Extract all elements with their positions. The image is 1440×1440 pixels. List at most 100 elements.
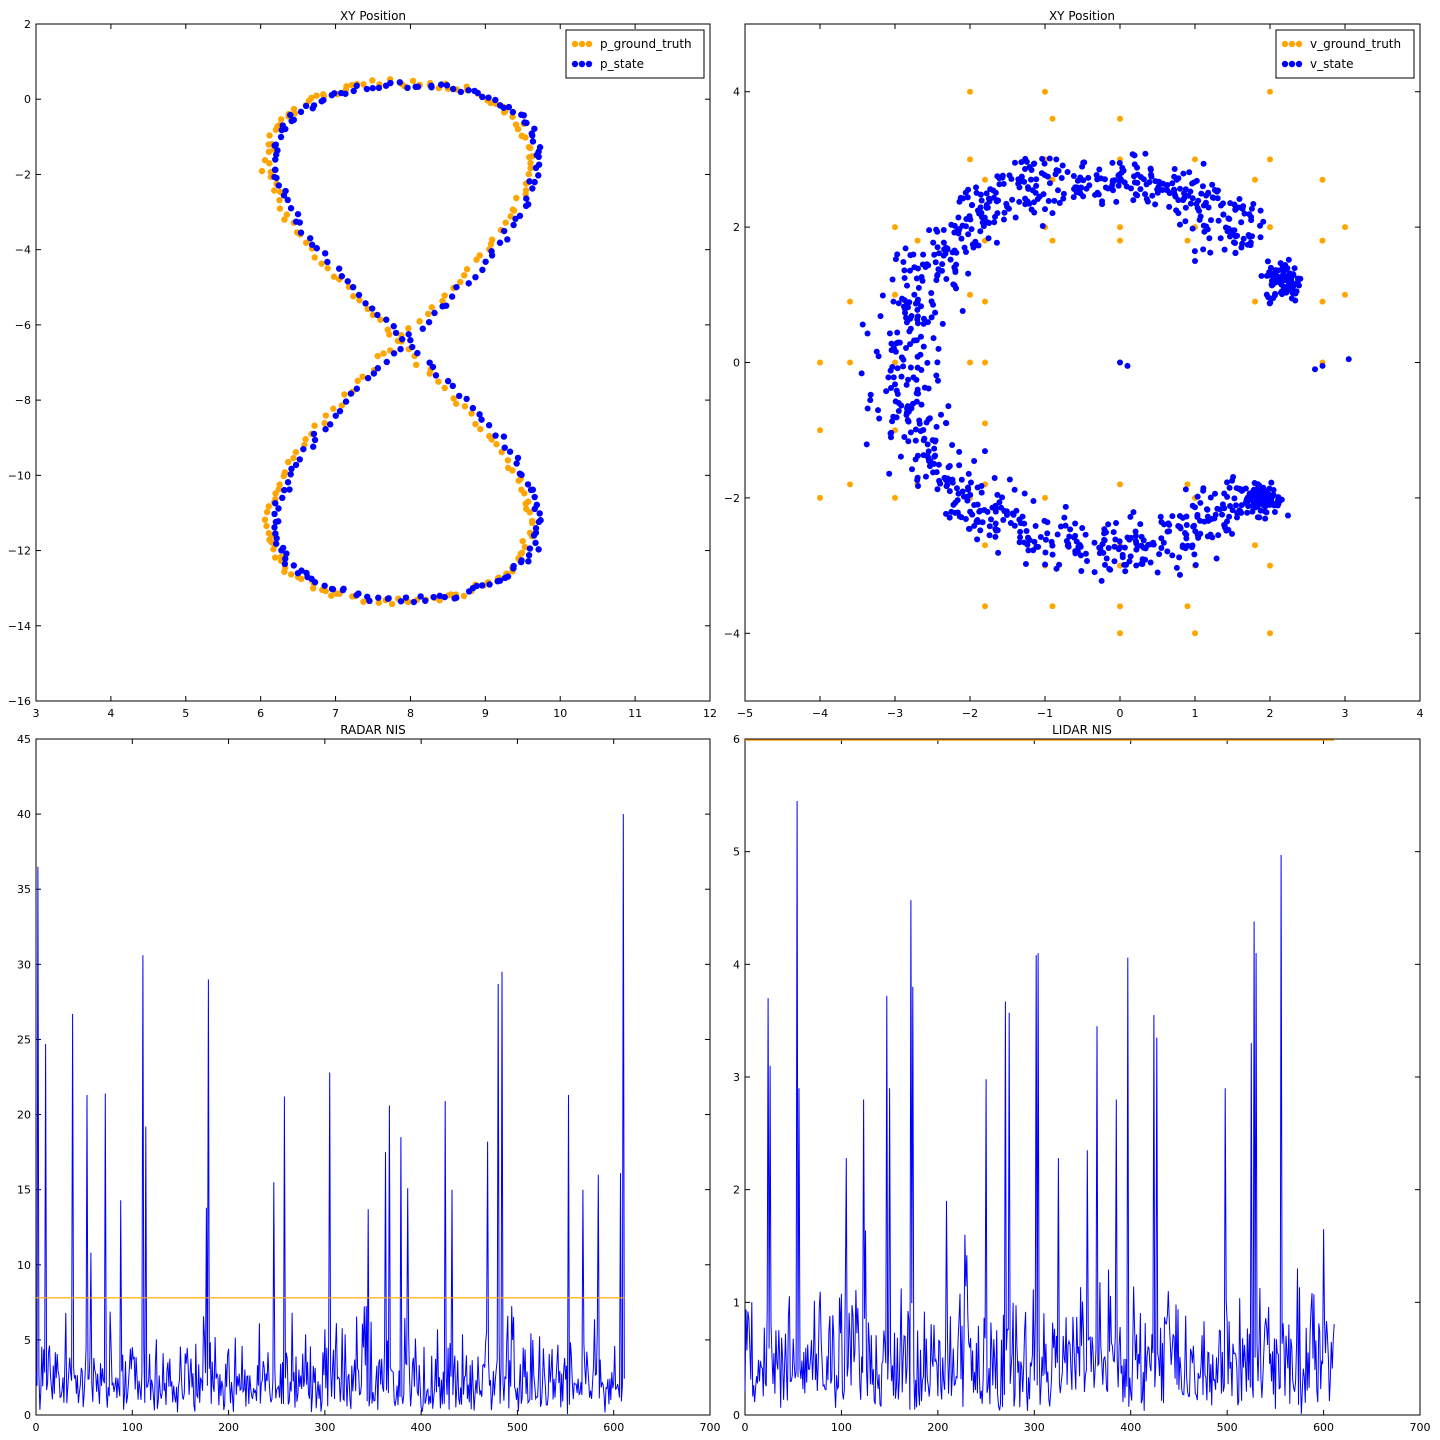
data-point (982, 542, 988, 549)
data-point (287, 571, 295, 578)
data-point (1139, 556, 1146, 563)
data-point (1278, 289, 1285, 296)
data-point (934, 271, 941, 278)
data-point (310, 102, 318, 109)
data-point (925, 262, 932, 269)
data-point (932, 259, 939, 266)
data-point (1067, 526, 1074, 533)
data-point (887, 367, 894, 374)
data-point (956, 448, 963, 455)
data-point (1152, 178, 1159, 185)
data-point (266, 132, 273, 139)
data-point (999, 494, 1006, 501)
data-point (342, 90, 349, 97)
y-tick-label: 10 (17, 1259, 31, 1272)
data-point (967, 479, 974, 486)
data-point (1192, 258, 1199, 265)
data-point (507, 213, 514, 220)
data-point (1157, 513, 1164, 520)
data-point (867, 397, 874, 404)
data-point (1003, 508, 1010, 515)
data-point (1204, 506, 1211, 513)
data-point (864, 405, 871, 412)
data-point (974, 501, 981, 508)
data-point (1191, 179, 1198, 186)
data-point (1224, 518, 1231, 525)
data-point (1042, 536, 1049, 543)
data-point (951, 264, 958, 271)
data-point (1182, 486, 1189, 493)
data-point (935, 266, 942, 273)
data-point (986, 219, 993, 226)
data-point (1254, 514, 1261, 521)
data-point (518, 549, 526, 557)
data-point (1138, 533, 1145, 540)
data-point (1194, 511, 1201, 518)
data-point (900, 356, 907, 363)
data-point (1101, 530, 1108, 537)
data-point (1015, 180, 1022, 187)
data-point (272, 490, 279, 497)
data-point (419, 325, 426, 332)
data-point (1042, 206, 1049, 213)
legend-marker (1281, 60, 1289, 68)
data-point (1021, 166, 1028, 173)
data-point (1271, 508, 1278, 515)
data-point (1117, 481, 1123, 488)
data-point (1236, 507, 1243, 514)
data-point (265, 148, 273, 156)
data-point (910, 400, 917, 407)
y-tick-label: 35 (17, 883, 31, 896)
data-point (1074, 177, 1081, 184)
data-point (1101, 561, 1108, 568)
data-point (487, 99, 494, 107)
data-point (996, 175, 1003, 182)
data-point (311, 254, 318, 261)
x-tick-label: −3 (887, 707, 903, 720)
data-point (967, 359, 973, 366)
plot-frame (744, 23, 1421, 702)
data-point (452, 400, 460, 407)
legend-box (1275, 29, 1415, 79)
data-point (1121, 544, 1128, 551)
data-point (422, 597, 429, 604)
data-point (1176, 554, 1183, 561)
data-point (912, 300, 919, 307)
data-point (1000, 517, 1007, 524)
data-point (1191, 551, 1198, 558)
data-point (1126, 558, 1133, 565)
data-point (1018, 173, 1025, 180)
data-point (925, 448, 932, 455)
data-point (1116, 177, 1123, 184)
legend: p_ground_truth p_state (565, 29, 705, 79)
data-point (1049, 210, 1056, 217)
data-point (937, 480, 944, 487)
data-point (272, 156, 279, 163)
data-point (932, 309, 939, 316)
y-tick-label: −14 (8, 620, 31, 633)
data-point (1072, 520, 1079, 527)
data-point (1175, 175, 1182, 182)
data-point (449, 85, 457, 93)
data-point (1041, 172, 1048, 179)
data-point (287, 205, 295, 212)
data-point (1198, 190, 1205, 197)
data-point (958, 235, 965, 242)
data-point (1121, 561, 1128, 568)
data-point (1203, 192, 1210, 199)
data-point (321, 420, 328, 427)
data-point (1018, 159, 1025, 166)
x-tick-label: 300 (1024, 1421, 1045, 1434)
plot-frame (35, 738, 711, 1416)
data-point (1086, 182, 1093, 189)
data-point (529, 486, 537, 493)
data-point (308, 241, 316, 248)
data-point (472, 420, 479, 428)
data-point (410, 598, 418, 606)
data-point (426, 359, 433, 366)
data-point (457, 278, 464, 286)
data-point (485, 422, 493, 429)
data-point (898, 373, 905, 380)
data-point (383, 316, 390, 323)
data-point (493, 441, 500, 448)
